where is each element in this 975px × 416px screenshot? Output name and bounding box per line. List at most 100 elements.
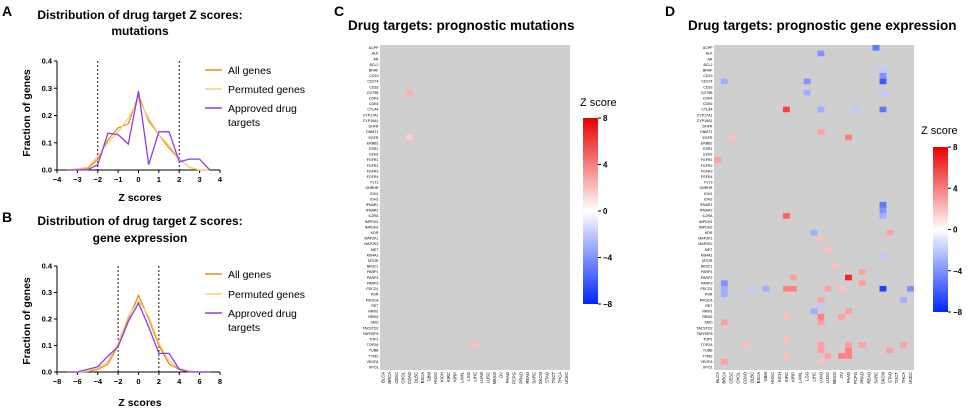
- heatmap-cell: [838, 353, 846, 359]
- heatmap-cell: [817, 106, 825, 113]
- heatmap-cell: [803, 89, 811, 96]
- series-line-approved-drug-targets: [67, 301, 210, 373]
- y-tick-label: 0.3: [42, 84, 52, 93]
- column-label: KIRP: [453, 372, 458, 382]
- row-label: CD19: [703, 74, 712, 78]
- column-label: CESC: [729, 372, 734, 384]
- column-label: LUSC: [825, 372, 830, 383]
- heatmap-cell: [845, 274, 852, 281]
- row-label: CD33: [369, 85, 378, 89]
- y-tick-label: 0.2: [42, 315, 52, 324]
- column-label: PCPG: [512, 372, 517, 384]
- heatmap-background: [380, 45, 570, 370]
- heatmap-cell: [789, 274, 797, 281]
- row-label: DHFR: [369, 125, 379, 129]
- row-label: ESR1: [703, 147, 712, 151]
- heatmap-cell: [858, 280, 866, 286]
- row-label: ACPP: [369, 46, 379, 50]
- column-label: PAAD: [846, 372, 851, 383]
- heatmap-cell: [886, 347, 894, 354]
- row-label: PARP1: [701, 270, 713, 274]
- row-label: SMO: [704, 321, 712, 325]
- row-label: FLT3: [704, 181, 712, 185]
- heatmap-cell: [406, 134, 413, 141]
- column-label: KICH: [777, 372, 782, 382]
- column-label: GBM: [427, 371, 432, 381]
- column-label: CESC: [394, 372, 399, 384]
- column-label: BRCA: [387, 372, 392, 384]
- row-label: PGR: [705, 293, 713, 297]
- x-tick-label: 4: [177, 377, 182, 386]
- x-tick-label: 3: [198, 175, 202, 184]
- heatmap-cell: [900, 297, 908, 303]
- heatmap-cell: [879, 78, 887, 85]
- column-label: KIRP: [791, 372, 796, 382]
- column-label: GBM: [763, 371, 768, 381]
- heatmap-cell: [748, 285, 756, 292]
- row-label: DNMT1: [366, 130, 378, 134]
- heatmap-cell: [845, 308, 852, 314]
- row-label: MAP2K2: [698, 242, 712, 246]
- column-label: SARC: [873, 372, 878, 384]
- heatmap-cell: [872, 45, 880, 51]
- column-label: HNSC: [433, 372, 438, 384]
- heatmap-cell: [810, 308, 818, 314]
- row-label: RET: [705, 304, 713, 308]
- y-tick-label: 0.3: [42, 288, 52, 297]
- heatmap-cell: [817, 341, 825, 348]
- colorbar-tick-label: −4: [603, 254, 613, 263]
- x-tick-label: −2: [93, 175, 102, 184]
- panel-c-letter: C: [334, 3, 344, 19]
- row-label: ALK: [706, 52, 713, 56]
- heatmap-cell: [858, 341, 866, 348]
- y-tick-label: 0.4: [42, 57, 53, 66]
- column-label: COAD: [742, 372, 747, 384]
- row-label: ACPP: [703, 46, 713, 50]
- row-label: IDH1: [704, 192, 712, 196]
- heatmap-cell: [831, 263, 839, 270]
- legend-label-approved-drug-targets: Approved drug: [228, 103, 297, 115]
- column-label: READ: [525, 372, 530, 384]
- x-tick-label: −6: [73, 377, 82, 386]
- colorbar-gradient: [583, 118, 598, 304]
- column-label: SKCM: [538, 371, 543, 384]
- row-label: EZH2: [369, 153, 378, 157]
- row-label: FGFR1: [701, 158, 713, 162]
- heatmap-cell: [817, 297, 825, 303]
- colorbar-tick-label: −8: [953, 308, 963, 317]
- row-label: MTOR: [702, 259, 713, 263]
- panel-d-letter: D: [665, 3, 675, 19]
- heatmap-cell: [782, 313, 790, 320]
- heatmap-cell: [817, 302, 825, 309]
- x-tick-label: 8: [218, 377, 222, 386]
- row-label: FGFR1: [367, 158, 379, 162]
- x-tick-label: 6: [198, 377, 202, 386]
- row-label: BRAF: [703, 69, 713, 73]
- row-label: IFNAR1: [366, 203, 379, 207]
- row-label: CYP17A1: [697, 113, 713, 117]
- row-label: MET: [705, 248, 713, 252]
- column-label: LAML: [459, 371, 464, 383]
- heatmap-cell: [762, 285, 770, 292]
- panel-b-letter: B: [2, 209, 12, 225]
- heatmap-cell: [782, 106, 790, 113]
- column-label: KIRC: [446, 372, 451, 382]
- row-label: FGFR3: [701, 169, 713, 173]
- row-label: XPO1: [369, 365, 379, 369]
- heatmap-cell: [879, 73, 887, 79]
- row-label: TOP2A: [701, 343, 713, 347]
- panel-b-title-line-1: Distribution of drug target Z scores:: [37, 214, 242, 228]
- column-label: THCA: [901, 372, 906, 384]
- row-label: MAP2K1: [364, 237, 378, 241]
- row-label: CYP17A1: [363, 113, 379, 117]
- row-label: CD79B: [701, 91, 713, 95]
- panel-c-title: Drug targets: prognostic mutations: [348, 18, 575, 33]
- x-tick-label: 2: [177, 175, 181, 184]
- column-label: READ: [867, 372, 872, 384]
- panel-a-y-axis-label: Fraction of genes: [21, 69, 33, 157]
- heatmap-cell: [879, 106, 887, 113]
- heatmap-cell: [720, 280, 728, 286]
- row-label: DNMT1: [700, 130, 712, 134]
- heatmap-cell: [817, 50, 825, 57]
